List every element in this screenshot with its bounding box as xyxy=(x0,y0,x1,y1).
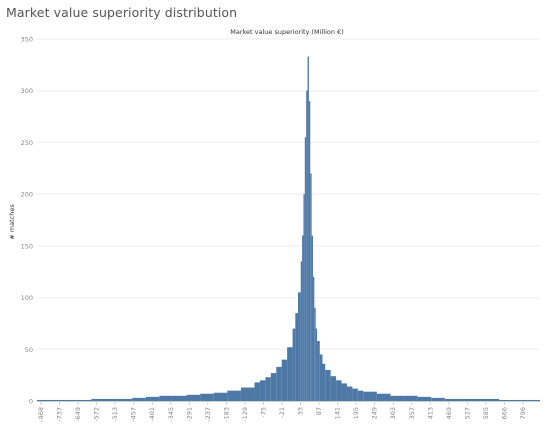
histogram-bar xyxy=(200,393,214,401)
histogram-bar xyxy=(37,399,65,401)
histogram-bar xyxy=(298,292,301,401)
histogram-bar xyxy=(186,394,201,401)
histogram-bar xyxy=(444,398,459,401)
histogram-bar xyxy=(276,366,282,401)
histogram-bar xyxy=(307,56,309,401)
histogram-bar xyxy=(376,393,391,401)
histogram-bar xyxy=(265,377,271,401)
x-axis-ticks: -968 -737 -649 -572 -513 -457 -401 -345 -291 -237… xyxy=(37,402,527,422)
histogram-bar xyxy=(145,396,160,401)
histogram-bar xyxy=(499,399,527,401)
x-axis-title: Market value superiority (Million €) xyxy=(230,28,343,36)
y-axis-ticks: 0 50 100 150 200 250 300 350 xyxy=(21,36,33,406)
x-tick-label: 195 xyxy=(352,407,360,419)
x-tick-label: 303 xyxy=(389,407,397,419)
histogram-bar xyxy=(132,397,146,401)
histogram-bar xyxy=(325,369,331,401)
x-tick-label: -183 xyxy=(222,407,230,422)
x-tick-label: 357 xyxy=(408,407,416,419)
histogram-bar xyxy=(295,313,299,401)
y-tick-label: 200 xyxy=(21,191,33,199)
x-tick-label: -649 xyxy=(74,407,82,422)
histogram-bar xyxy=(352,388,358,401)
histogram-bar xyxy=(240,387,255,401)
y-tick-label: 350 xyxy=(21,36,33,44)
x-tick-label: -237 xyxy=(204,407,212,422)
histogram-bar xyxy=(306,90,308,401)
histogram-bar xyxy=(314,307,316,401)
histogram-bar xyxy=(363,391,377,401)
histogram-bar xyxy=(91,398,119,401)
histogram-bar xyxy=(322,363,326,401)
histogram-bar xyxy=(310,173,312,401)
x-tick-label: 527 xyxy=(463,407,471,419)
histogram-bar xyxy=(312,276,315,401)
y-tick-label: 0 xyxy=(29,398,33,406)
histogram-bar xyxy=(227,390,241,401)
x-tick-label: -345 xyxy=(167,407,175,422)
histogram-bar xyxy=(330,376,337,401)
histogram-bar xyxy=(300,261,303,401)
x-tick-label: -291 xyxy=(185,407,193,422)
histogram-bar xyxy=(341,383,347,401)
y-tick-label: 150 xyxy=(21,242,33,250)
x-tick-label: -572 xyxy=(93,407,101,422)
x-tick-label: 141 xyxy=(334,407,342,419)
x-tick-label: -401 xyxy=(148,407,156,422)
histogram-bar xyxy=(317,341,320,401)
histogram-bar xyxy=(213,392,228,401)
histogram-bar xyxy=(390,395,405,401)
histogram-bar xyxy=(292,328,296,401)
y-tick-label: 50 xyxy=(25,346,33,354)
histogram-bar xyxy=(303,194,305,401)
histogram-bar xyxy=(472,398,500,401)
y-tick-label: 300 xyxy=(21,87,33,95)
histogram-bar xyxy=(259,380,266,401)
gridlines xyxy=(37,38,540,350)
x-tick-label: 469 xyxy=(445,407,453,419)
x-tick-label: -457 xyxy=(130,407,138,422)
histogram-bar xyxy=(159,395,173,401)
x-tick-label: 413 xyxy=(426,407,434,419)
histogram-bar xyxy=(526,399,540,401)
x-tick-label: 249 xyxy=(371,407,379,419)
histogram-bar xyxy=(172,395,187,401)
histogram-bar xyxy=(357,390,364,401)
histogram-bar xyxy=(287,347,293,401)
histogram-bar xyxy=(346,386,353,401)
y-axis-title: # matches xyxy=(8,204,16,240)
x-tick-label: 33 xyxy=(297,407,305,415)
histogram-bar xyxy=(336,380,342,401)
x-tick-label: 87 xyxy=(315,407,323,415)
y-tick-label: 250 xyxy=(21,139,33,147)
histogram-bar xyxy=(315,328,318,401)
histogram-bar xyxy=(308,101,311,402)
histogram-bar xyxy=(431,397,445,401)
histogram-bar xyxy=(458,398,473,401)
histogram-bar xyxy=(302,235,304,401)
histogram-bar xyxy=(404,395,418,401)
x-tick-label: -21 xyxy=(278,407,286,418)
histogram-bar xyxy=(311,235,313,401)
histogram-bar xyxy=(417,396,432,401)
x-tick-label: -513 xyxy=(111,407,119,422)
y-tick-label: 100 xyxy=(21,294,33,302)
histogram-bar xyxy=(281,359,288,401)
histogram-bar xyxy=(254,382,260,401)
page-title: Market value superiority distribution xyxy=(6,5,238,20)
histogram-bars xyxy=(37,56,540,402)
histogram-bar xyxy=(304,137,307,401)
x-tick-label: -968 xyxy=(37,407,45,422)
x-tick-label: 666 xyxy=(500,407,508,419)
histogram-bar xyxy=(270,373,277,401)
x-tick-label: -129 xyxy=(241,407,249,422)
x-tick-label: 585 xyxy=(482,407,490,419)
histogram-bar xyxy=(118,398,133,401)
x-tick-label: 796 xyxy=(519,407,527,419)
histogram-bar xyxy=(319,354,323,401)
x-tick-label: -737 xyxy=(56,407,64,422)
histogram-bar xyxy=(64,399,92,401)
x-tick-label: -75 xyxy=(259,407,267,418)
